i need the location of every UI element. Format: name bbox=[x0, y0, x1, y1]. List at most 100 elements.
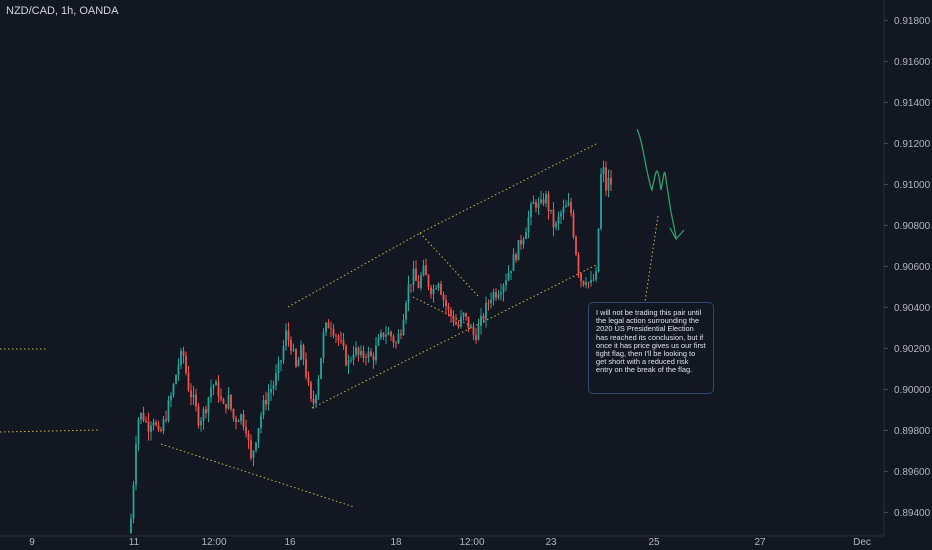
candle-body bbox=[280, 360, 282, 363]
candle-body bbox=[247, 433, 250, 441]
candle-body bbox=[365, 357, 367, 359]
candle-body bbox=[355, 347, 357, 355]
candle-body bbox=[167, 400, 170, 421]
time-axis[interactable]: 9 11 12:00 16 18 12:00 23 25 27 Dec bbox=[0, 535, 884, 548]
candle-body bbox=[437, 283, 440, 289]
candle-body bbox=[545, 194, 547, 204]
candle-body bbox=[405, 303, 407, 320]
candle-body bbox=[565, 205, 567, 208]
candle-body bbox=[557, 216, 560, 223]
candle-body bbox=[162, 419, 165, 432]
candle-body bbox=[402, 319, 405, 336]
candle-body bbox=[392, 336, 395, 343]
y-tick-label: 0.89600 bbox=[894, 467, 931, 478]
candle-body bbox=[177, 364, 180, 376]
candle-body bbox=[425, 265, 427, 276]
candle-body bbox=[380, 332, 382, 339]
y-tick-label: 0.91400 bbox=[894, 98, 931, 109]
drawings-layer[interactable] bbox=[0, 142, 659, 508]
candle-body bbox=[205, 409, 207, 414]
candle-body bbox=[482, 315, 485, 320]
candle-body bbox=[160, 429, 162, 432]
candle-body bbox=[435, 288, 437, 290]
candle-body bbox=[185, 355, 187, 373]
x-tick-label: 18 bbox=[390, 537, 402, 548]
candle-body bbox=[335, 335, 337, 337]
callout-pointer-line bbox=[644, 215, 659, 303]
candle-body bbox=[320, 357, 322, 379]
candle-body bbox=[520, 239, 522, 245]
candle-body bbox=[227, 394, 230, 409]
candle-body bbox=[295, 349, 297, 367]
candle-body bbox=[505, 280, 507, 286]
candle-body bbox=[297, 359, 300, 367]
candle-body bbox=[487, 302, 490, 304]
candle-body bbox=[130, 518, 132, 533]
candle-body bbox=[455, 322, 457, 325]
candle-body bbox=[357, 347, 360, 355]
candle-body bbox=[400, 333, 402, 336]
candle-body bbox=[235, 418, 237, 422]
candle-body bbox=[480, 315, 482, 326]
candle-body bbox=[490, 299, 492, 304]
candle-body bbox=[207, 397, 210, 414]
candle-body bbox=[325, 322, 327, 333]
channel-upper-left bbox=[287, 232, 421, 308]
y-tick-label: 0.90000 bbox=[894, 385, 931, 396]
candle-body bbox=[562, 207, 565, 214]
candle-body bbox=[187, 372, 190, 391]
candle-body bbox=[502, 285, 505, 293]
y-tick-label: 0.89800 bbox=[894, 426, 931, 437]
x-tick-label: 12:00 bbox=[459, 537, 484, 548]
candle-body bbox=[300, 345, 302, 360]
price-axis[interactable]: 0.91800 0.91600 0.91400 0.91200 0.91000 0.908… bbox=[883, 0, 931, 536]
candle-body bbox=[470, 326, 472, 328]
candle-body bbox=[152, 422, 155, 426]
candle-body bbox=[550, 209, 552, 212]
candle-body bbox=[182, 350, 185, 356]
candle-body bbox=[172, 384, 175, 396]
candle-body bbox=[507, 272, 510, 281]
trade-idea-callout[interactable]: I will not be trading this pair until th… bbox=[588, 302, 714, 394]
candle-body bbox=[290, 339, 292, 351]
candle-body bbox=[375, 345, 377, 361]
candle-body bbox=[282, 346, 285, 361]
candle-body bbox=[465, 313, 467, 317]
candle-body bbox=[580, 273, 582, 281]
candle-body bbox=[137, 419, 140, 444]
candle-body bbox=[250, 440, 252, 459]
candle-body bbox=[220, 396, 222, 400]
candle-body bbox=[600, 174, 602, 229]
candle-body bbox=[347, 360, 350, 366]
support-line-left bbox=[0, 429, 99, 433]
y-tick-label: 0.90200 bbox=[894, 344, 931, 355]
candle-body bbox=[587, 282, 590, 284]
candle-body bbox=[577, 254, 580, 274]
candle-body bbox=[575, 236, 577, 255]
candle-body bbox=[370, 351, 372, 357]
candle-body bbox=[265, 399, 267, 405]
candle-body bbox=[260, 415, 262, 429]
x-tick-label: 23 bbox=[545, 537, 557, 548]
candle-body bbox=[532, 202, 535, 205]
candle-body bbox=[597, 228, 600, 272]
candle-body bbox=[202, 409, 205, 421]
x-tick-label: Dec bbox=[853, 537, 871, 548]
candle-body bbox=[327, 322, 330, 329]
candle-body bbox=[475, 335, 477, 340]
candle-body bbox=[135, 443, 137, 485]
candle-body bbox=[460, 316, 462, 327]
candle-body bbox=[215, 381, 217, 386]
candle-body bbox=[467, 316, 470, 328]
candle-body bbox=[240, 414, 242, 421]
candle-body bbox=[180, 350, 182, 365]
candle-body bbox=[395, 342, 397, 344]
candle-body bbox=[570, 201, 572, 213]
candle-body bbox=[287, 330, 290, 340]
candle-body bbox=[572, 212, 575, 237]
candle-body bbox=[447, 306, 450, 310]
candle-body bbox=[555, 222, 557, 228]
candle-body bbox=[457, 324, 460, 327]
candle-body bbox=[387, 331, 390, 335]
